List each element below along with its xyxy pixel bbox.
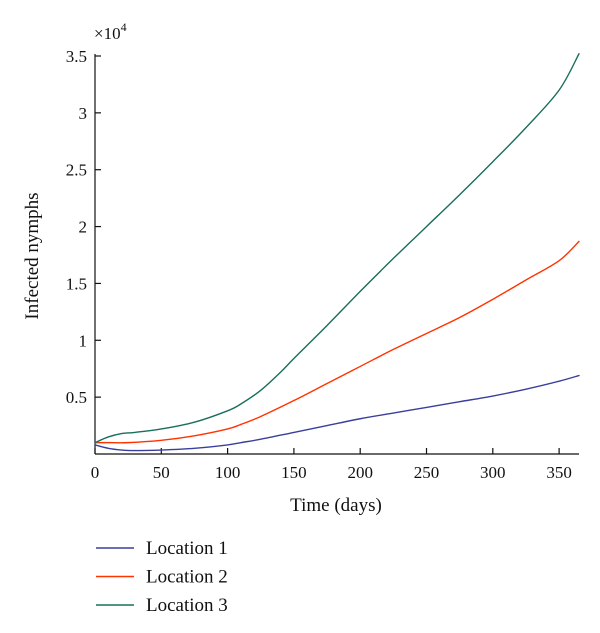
y-tick-label: 2 bbox=[79, 218, 88, 237]
legend-label: Location 3 bbox=[146, 595, 228, 616]
y-axis-multiplier-base: ×10 bbox=[94, 24, 121, 43]
series-lines bbox=[94, 53, 580, 452]
y-tick-label: 0.5 bbox=[66, 388, 87, 407]
legend-label: Location 2 bbox=[146, 567, 228, 588]
legend: Location 1 Location 2 Location 3 bbox=[96, 538, 228, 616]
series-line-location-1 bbox=[94, 374, 580, 452]
y-axis-title: Infected nymphs bbox=[22, 192, 43, 319]
y-tick-label: 2.5 bbox=[66, 161, 87, 180]
x-tick-label: 0 bbox=[91, 463, 100, 482]
y-axis-ticks: 0.5 1 1.5 2 2.5 3 3.5 bbox=[66, 47, 101, 407]
x-tick-label: 250 bbox=[414, 463, 440, 482]
x-tick-label: 100 bbox=[215, 463, 241, 482]
y-tick-label: 1 bbox=[79, 331, 88, 350]
x-tick-label: 50 bbox=[153, 463, 170, 482]
y-tick-label: 1.5 bbox=[66, 274, 87, 293]
x-tick-label: 200 bbox=[347, 463, 373, 482]
series-line-location-2 bbox=[94, 240, 580, 444]
y-axis-multiplier-exponent: 4 bbox=[121, 20, 127, 34]
legend-label: Location 1 bbox=[146, 538, 228, 559]
y-axis-multiplier: ×104 bbox=[94, 20, 127, 43]
x-tick-label: 150 bbox=[281, 463, 307, 482]
x-axis-ticks: 0 50 100 150 200 250 300 350 bbox=[91, 448, 572, 482]
x-axis-title: Time (days) bbox=[290, 495, 382, 516]
series-line-location-3 bbox=[94, 53, 580, 444]
y-tick-label: 3 bbox=[79, 104, 88, 123]
x-tick-label: 350 bbox=[546, 463, 572, 482]
y-tick-label: 3.5 bbox=[66, 47, 87, 66]
x-tick-label: 300 bbox=[480, 463, 506, 482]
